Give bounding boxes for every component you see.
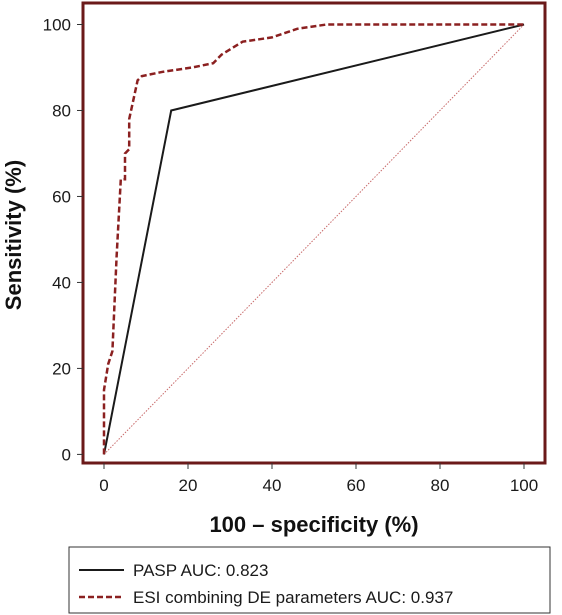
x-tick-label: 60 [347,476,366,495]
y-tick-label: 0 [62,445,71,464]
x-tick-label: 80 [431,476,450,495]
legend-label-pasp: PASP AUC: 0.823 [133,561,268,580]
y-tick-label: 100 [43,15,71,34]
x-tick-label: 20 [179,476,198,495]
y-tick-label: 40 [52,273,71,292]
axis-ticks: 0 20 40 60 80 100 0 20 40 60 80 100 [43,15,539,495]
legend-box [68,546,551,614]
y-tick-label: 80 [52,101,71,120]
series-line-pasp [103,23,525,455]
x-axis-title: 100 – specificity (%) [209,512,418,537]
legend-label-esi: ESI combining DE parameters AUC: 0.937 [133,588,453,607]
legend: PASP AUC: 0.823 ESI combining DE paramet… [68,546,551,614]
y-tick-label: 60 [52,187,71,206]
y-axis-title: Sensitivity (%) [1,160,26,310]
y-tick-label: 20 [52,359,71,378]
series-layer [102,23,525,455]
x-tick-label: 0 [99,476,108,495]
diagonal-reference-line [103,24,525,455]
plot-frame [81,1,547,465]
series-line-esi [102,23,524,455]
x-tick-label: 100 [510,476,538,495]
x-tick-label: 40 [263,476,282,495]
